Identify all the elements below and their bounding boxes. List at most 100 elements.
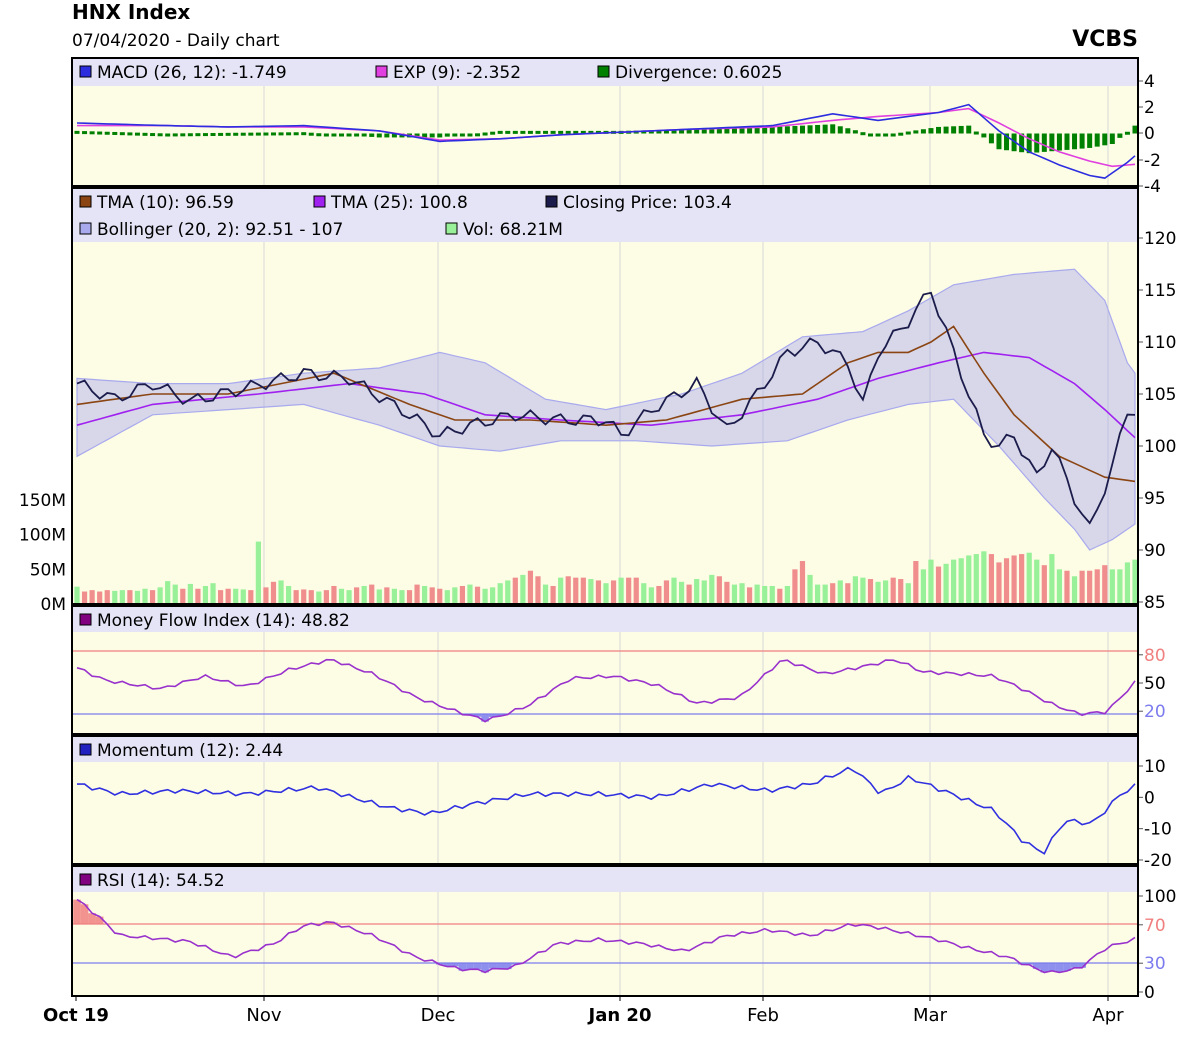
oversold-fill (488, 963, 497, 969)
divergence-bar (883, 133, 889, 137)
divergence-bar (361, 133, 367, 137)
y-tick-label: 20 (1144, 702, 1166, 722)
volume-bar (149, 590, 156, 604)
divergence-bar (286, 132, 292, 136)
y-tick-label: 0 (1144, 983, 1155, 1003)
divergence-bar (1004, 133, 1010, 151)
divergence-bar (308, 132, 314, 136)
mfi-legend-band (72, 606, 1138, 632)
divergence-bar (1056, 133, 1062, 151)
oversold-fill (496, 963, 504, 969)
volume-bar (429, 587, 435, 604)
volume-bar (558, 577, 564, 604)
oversold-fill (1040, 963, 1049, 973)
y-tick-label: 115 (1144, 281, 1176, 301)
divergence-bar (898, 132, 904, 136)
volume-bar (293, 590, 299, 604)
legend-label: EXP (9): -2.352 (393, 63, 521, 83)
overbought-fill (322, 921, 331, 924)
volume-bar (195, 588, 201, 604)
divergence-bar (331, 133, 337, 137)
volume-bar (1094, 569, 1100, 604)
divergence-bar (1019, 133, 1025, 153)
volume-bar (459, 585, 466, 604)
macd-border (71, 57, 1139, 187)
divergence-bar (792, 125, 798, 134)
volume-bar (104, 590, 110, 604)
volume-bar (157, 587, 163, 604)
volume-bar (119, 590, 125, 604)
volume-bar (278, 580, 284, 604)
divergence-bar (210, 133, 216, 137)
volume-bar (928, 559, 934, 604)
divergence-bar (520, 130, 526, 134)
volume-bar (935, 566, 942, 604)
volume-bar (202, 585, 209, 604)
rsi-line (76, 898, 1136, 974)
volume-bar (845, 583, 851, 604)
oversold-fill (503, 963, 512, 970)
legend-label: Momentum (12): 2.44 (97, 741, 283, 761)
mfi-border (71, 605, 1139, 735)
volume-bar (187, 583, 193, 604)
brand-label: VCBS (1072, 27, 1138, 52)
divergence-bar (671, 129, 677, 134)
volume-bar (626, 577, 632, 604)
divergence-bar (475, 133, 481, 137)
x-tick-label: Mar (913, 1005, 948, 1026)
volume-bar (361, 585, 367, 604)
divergence-bar (233, 132, 239, 136)
y-tick-label: 0 (1144, 788, 1155, 808)
divergence-bar (263, 132, 269, 136)
price-legend-band (72, 188, 1138, 242)
closing-price-line (76, 291, 1136, 525)
volume-bar (973, 554, 979, 604)
volume-bar (233, 588, 239, 604)
y-tick-label: 85 (1144, 593, 1166, 613)
divergence-bar (799, 125, 805, 134)
volume-bar (142, 588, 148, 604)
momentum-legend-band (72, 736, 1138, 762)
y-tick-label: 100 (1144, 437, 1176, 457)
volume-bar (890, 577, 896, 604)
divergence-bar (679, 129, 685, 134)
volume-bar (482, 588, 488, 604)
volume-bar (323, 590, 329, 604)
overbought-fill (73, 899, 81, 924)
divergence-bar (868, 133, 873, 137)
legend-swatch (313, 195, 326, 208)
volume-bar (1064, 570, 1070, 604)
chart-title: HNX Index (72, 0, 191, 24)
volume-bar (97, 591, 103, 604)
volume-bar (1026, 552, 1032, 604)
divergence-bar (1094, 133, 1100, 147)
divergence-bar (127, 132, 133, 136)
volume-bar (883, 580, 889, 604)
divergence-bar (339, 133, 344, 137)
volume-bar (1132, 559, 1138, 604)
divergence-bar (656, 130, 662, 134)
divergence-bar (973, 131, 979, 135)
volume-tick-label: 100M (19, 526, 66, 546)
volume-bar (852, 576, 858, 604)
volume-bar (958, 558, 964, 604)
divergence-bar (270, 132, 276, 136)
volume-bar (127, 590, 133, 604)
oversold-fill (1078, 963, 1086, 968)
rsi-border (71, 865, 1139, 997)
divergence-bar (323, 133, 329, 137)
divergence-bar (512, 130, 518, 134)
volume-bar (505, 580, 511, 604)
price-plot-area (72, 188, 1138, 604)
volume-bar (799, 561, 806, 604)
volume-bar (898, 579, 904, 604)
volume-bar (701, 580, 707, 604)
divergence-bar (391, 133, 397, 138)
volume-bar (535, 576, 541, 604)
divergence-bar (157, 133, 163, 137)
volume-bar (633, 577, 639, 604)
volume-bar (731, 584, 738, 604)
divergence-bar (505, 130, 511, 134)
volume-tick-label: 0M (41, 595, 66, 615)
volume-bar (777, 588, 783, 604)
